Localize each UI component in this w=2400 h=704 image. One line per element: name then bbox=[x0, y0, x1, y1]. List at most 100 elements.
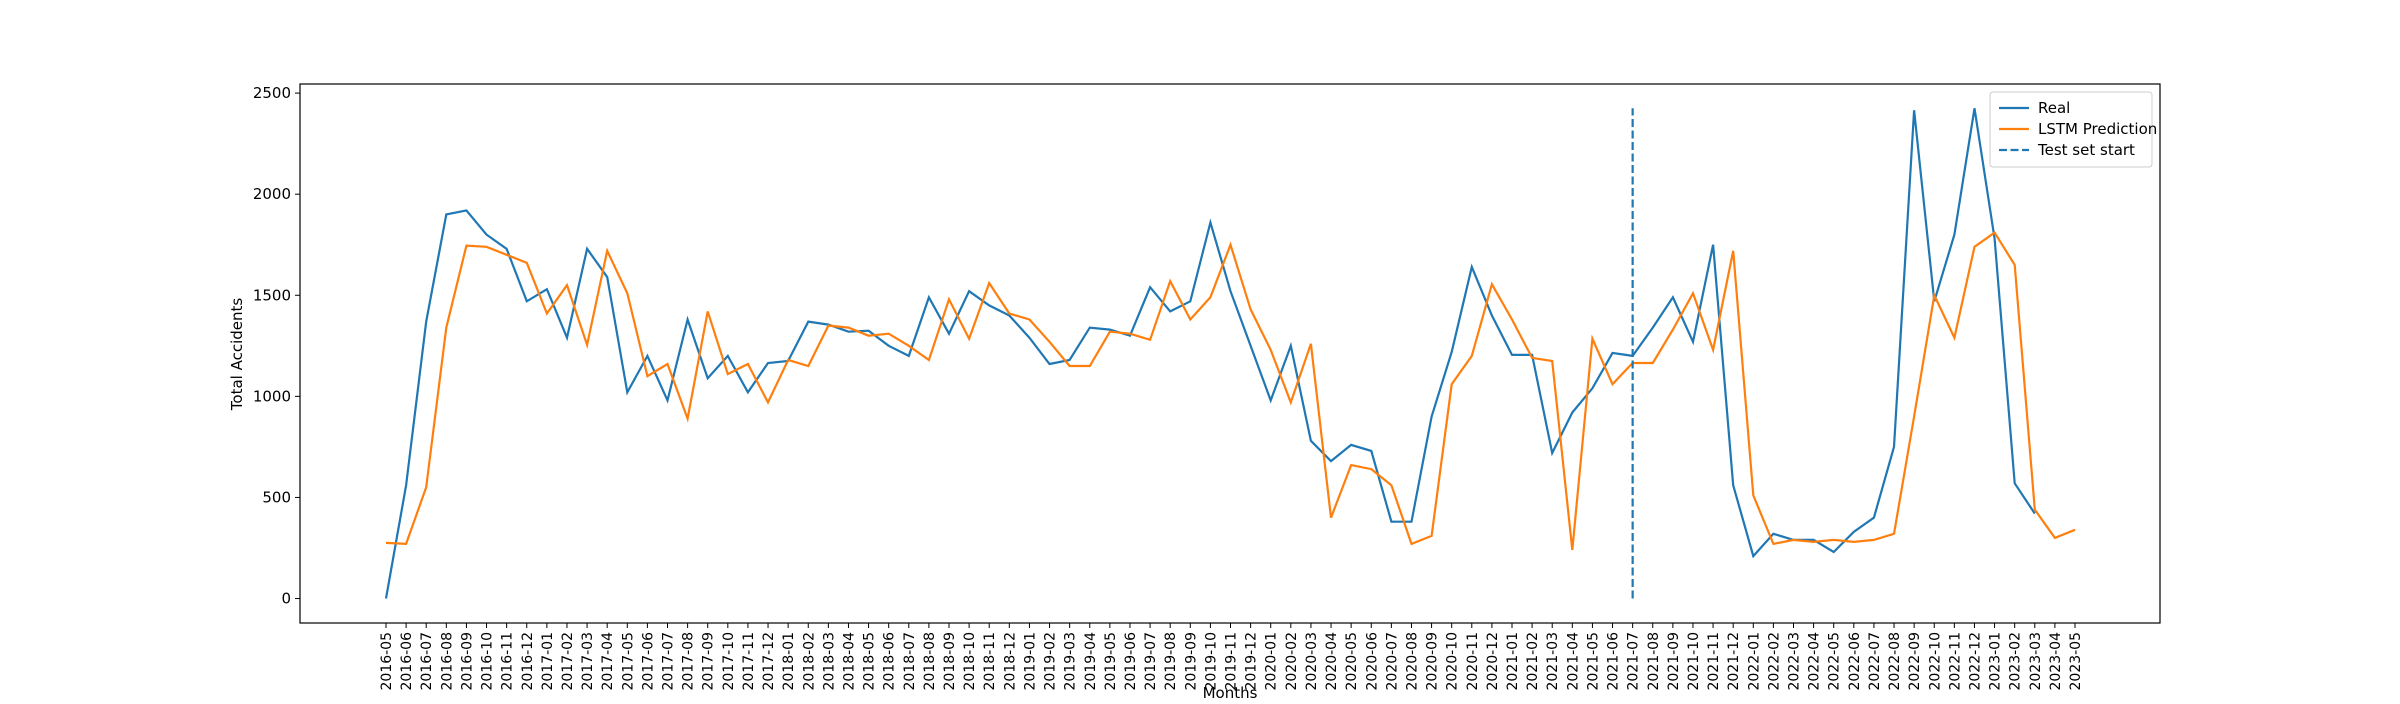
x-tick-label: 2016-09 bbox=[459, 632, 475, 691]
x-tick-label: 2017-06 bbox=[640, 632, 656, 691]
x-tick-label: 2021-09 bbox=[1666, 632, 1682, 691]
x-tick-label: 2020-10 bbox=[1445, 632, 1461, 691]
x-tick-label: 2018-07 bbox=[902, 632, 918, 691]
x-tick-label: 2019-05 bbox=[1103, 632, 1119, 691]
y-tick-label: 0 bbox=[281, 590, 291, 608]
x-tick-label: 2018-06 bbox=[882, 632, 898, 691]
x-tick-label: 2018-10 bbox=[962, 632, 978, 691]
x-tick-label: 2019-04 bbox=[1083, 632, 1099, 691]
y-tick-label: 2000 bbox=[253, 185, 291, 203]
x-tick-label: 2022-07 bbox=[1867, 632, 1883, 691]
x-tick-label: 2023-01 bbox=[1988, 632, 2004, 691]
x-tick-label: 2021-08 bbox=[1646, 632, 1662, 691]
x-tick-label: 2020-09 bbox=[1425, 632, 1441, 691]
x-tick-label: 2017-03 bbox=[580, 632, 596, 691]
x-tick-label: 2022-05 bbox=[1827, 632, 1843, 691]
x-tick-label: 2022-08 bbox=[1887, 632, 1903, 691]
x-tick-label: 2018-08 bbox=[922, 632, 938, 691]
legend-label: Real bbox=[2038, 99, 2070, 117]
y-tick-label: 1000 bbox=[253, 387, 291, 405]
x-tick-label: 2018-09 bbox=[942, 632, 958, 691]
x-tick-label: 2021-01 bbox=[1505, 632, 1521, 691]
x-tick-label: 2016-11 bbox=[500, 632, 516, 691]
x-tick-label: 2017-01 bbox=[540, 632, 556, 691]
x-tick-label: 2021-07 bbox=[1626, 632, 1642, 691]
data-line bbox=[384, 108, 2036, 599]
x-tick-label: 2017-04 bbox=[600, 632, 616, 691]
x-tick-label: 2023-04 bbox=[2048, 632, 2064, 691]
legend-label: LSTM Prediction bbox=[2038, 120, 2157, 138]
data-line bbox=[385, 231, 2076, 551]
x-tick-label: 2020-11 bbox=[1465, 632, 1481, 691]
legend-box bbox=[1989, 91, 2153, 168]
x-tick-label: 2020-02 bbox=[1284, 632, 1300, 691]
x-tick-label: 2017-12 bbox=[761, 632, 777, 691]
x-axis-label: Months bbox=[1203, 684, 1258, 700]
x-tick-label: 2019-11 bbox=[1224, 632, 1240, 691]
x-tick-label: 2017-05 bbox=[620, 632, 636, 691]
x-tick-label: 2020-06 bbox=[1364, 632, 1380, 691]
x-tick-label: 2017-02 bbox=[560, 632, 576, 691]
x-tick-label: 2023-05 bbox=[2068, 632, 2084, 691]
x-tick-label: 2023-02 bbox=[2008, 632, 2024, 691]
x-tick-label: 2019-03 bbox=[1063, 632, 1079, 691]
x-tick-label: 2022-02 bbox=[1766, 632, 1782, 691]
x-tick-label: 2020-12 bbox=[1485, 632, 1501, 691]
x-tick-label: 2022-03 bbox=[1787, 632, 1803, 691]
x-tick-label: 2018-02 bbox=[801, 632, 817, 691]
y-axis-label: Total Accidents bbox=[228, 298, 246, 412]
axes-frame bbox=[299, 83, 2161, 624]
x-tick-label: 2021-12 bbox=[1726, 632, 1742, 691]
y-tick-label: 500 bbox=[262, 488, 291, 506]
x-tick-label: 2023-03 bbox=[2028, 632, 2044, 691]
x-tick-label: 2020-05 bbox=[1344, 632, 1360, 691]
x-tick-label: 2019-08 bbox=[1163, 632, 1179, 691]
x-tick-label: 2018-04 bbox=[841, 632, 857, 691]
x-tick-label: 2017-07 bbox=[661, 632, 677, 691]
x-tick-label: 2020-01 bbox=[1264, 632, 1280, 691]
x-tick-label: 2021-02 bbox=[1525, 632, 1541, 691]
x-tick-label: 2016-07 bbox=[419, 632, 435, 691]
x-tick-label: 2020-07 bbox=[1384, 632, 1400, 691]
x-tick-label: 2017-09 bbox=[701, 632, 717, 691]
x-tick-label: 2020-04 bbox=[1324, 632, 1340, 691]
x-tick-label: 2020-08 bbox=[1404, 632, 1420, 691]
x-tick-label: 2016-12 bbox=[520, 632, 536, 691]
x-tick-label: 2022-10 bbox=[1927, 632, 1943, 691]
x-tick-label: 2019-02 bbox=[1043, 632, 1059, 691]
x-tick-label: 2022-01 bbox=[1746, 632, 1762, 691]
x-tick-label: 2018-01 bbox=[781, 632, 797, 691]
x-tick-label: 2017-10 bbox=[721, 632, 737, 691]
x-tick-label: 2021-03 bbox=[1545, 632, 1561, 691]
x-tick-label: 2020-03 bbox=[1304, 632, 1320, 691]
x-tick-label: 2016-05 bbox=[379, 632, 395, 691]
x-tick-label: 2016-06 bbox=[399, 632, 415, 691]
x-tick-label: 2021-11 bbox=[1706, 632, 1722, 691]
x-tick-label: 2016-08 bbox=[439, 632, 455, 691]
x-tick-label: 2017-08 bbox=[681, 632, 697, 691]
x-tick-label: 2018-12 bbox=[1002, 632, 1018, 691]
x-tick-label: 2016-10 bbox=[480, 632, 496, 691]
x-tick-label: 2019-09 bbox=[1183, 632, 1199, 691]
x-tick-label: 2018-03 bbox=[821, 632, 837, 691]
x-tick-label: 2018-05 bbox=[862, 632, 878, 691]
x-tick-label: 2018-11 bbox=[982, 632, 998, 691]
x-tick-label: 2021-05 bbox=[1585, 632, 1601, 691]
legend: Real LSTM Prediction Test set start bbox=[1989, 91, 2157, 168]
x-tick-label: 2019-10 bbox=[1203, 632, 1219, 691]
x-tick-label: 2022-04 bbox=[1807, 632, 1823, 691]
x-tick-label: 2019-07 bbox=[1143, 632, 1159, 691]
x-tick-label: 2022-09 bbox=[1907, 632, 1923, 691]
y-tick-label: 2500 bbox=[253, 84, 291, 102]
y-tick-label: 1500 bbox=[253, 286, 291, 304]
x-tick-label: 2022-06 bbox=[1847, 632, 1863, 691]
x-tick-label: 2019-01 bbox=[1022, 632, 1038, 691]
legend-label: Test set start bbox=[2037, 141, 2135, 159]
x-tick-label: 2021-10 bbox=[1686, 632, 1702, 691]
x-tick-label: 2017-11 bbox=[741, 632, 757, 691]
x-tick-label: 2021-06 bbox=[1606, 632, 1622, 691]
x-tick-label: 2022-12 bbox=[1967, 632, 1983, 691]
x-tick-label: 2022-11 bbox=[1947, 632, 1963, 691]
x-tick-label: 2021-04 bbox=[1565, 632, 1581, 691]
